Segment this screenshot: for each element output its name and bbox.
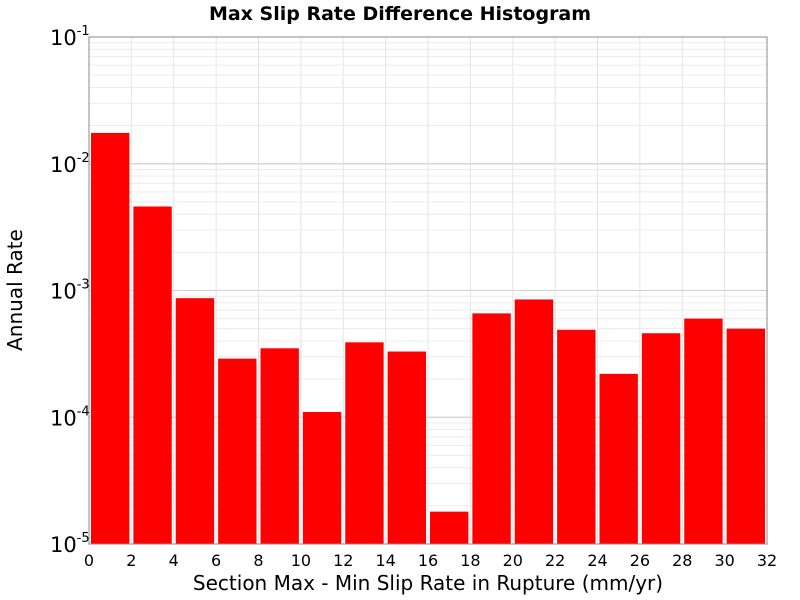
x-tick-labels: 0 2 4 6 8 10 12 14 16 18 20 22 24 26 28 30 32	[84, 551, 777, 570]
histogram-bar	[260, 348, 299, 544]
x-tick-label: 4	[169, 551, 179, 570]
histogram-bar	[302, 412, 342, 544]
y-tick-label: 10-4	[50, 404, 90, 430]
histogram-bar	[514, 299, 554, 544]
x-tick-label: 10	[291, 551, 311, 570]
x-tick-label: 8	[253, 551, 263, 570]
histogram-bar	[175, 298, 215, 544]
x-tick-label: 26	[630, 551, 650, 570]
histogram-bar	[599, 373, 638, 544]
x-tick-label: 24	[587, 551, 607, 570]
x-tick-label: 12	[333, 551, 353, 570]
histogram-bar	[684, 318, 723, 544]
x-tick-label: 28	[672, 551, 692, 570]
y-tick-label: 10-5	[50, 531, 90, 557]
histogram-bar	[133, 206, 172, 545]
y-tick-label: 10-2	[50, 151, 90, 177]
y-tick-label: 10-1	[50, 24, 90, 50]
x-tick-label: 32	[757, 551, 777, 570]
histogram-bar	[726, 328, 765, 544]
x-tick-label: 16	[418, 551, 438, 570]
x-tick-label: 2	[126, 551, 136, 570]
histogram-bar	[345, 342, 384, 544]
histogram-bar	[641, 333, 681, 544]
histogram-bar	[472, 313, 511, 544]
x-tick-label: 22	[545, 551, 565, 570]
plot-frame	[88, 36, 768, 545]
y-tick-label: 10-3	[50, 278, 90, 304]
x-tick-label: 20	[503, 551, 523, 570]
histogram-bar	[430, 511, 469, 544]
histogram-bar	[387, 351, 426, 544]
x-axis-label: Section Max - Min Slip Rate in Rupture (…	[193, 571, 663, 595]
y-tick-labels: 10-1 10-2 10-3 10-4 10-5	[50, 24, 90, 557]
x-tick-label: 30	[714, 551, 734, 570]
histogram-bar	[557, 329, 596, 544]
y-axis-label: Annual Rate	[3, 229, 27, 351]
chart-title: Max Slip Rate Difference Histogram	[209, 3, 591, 25]
x-tick-label: 0	[84, 551, 94, 570]
x-tick-label: 14	[375, 551, 395, 570]
x-tick-label: 6	[211, 551, 221, 570]
histogram-bar	[218, 358, 257, 544]
x-tick-label: 18	[460, 551, 480, 570]
bars	[91, 132, 765, 545]
histogram-bar	[91, 132, 130, 544]
